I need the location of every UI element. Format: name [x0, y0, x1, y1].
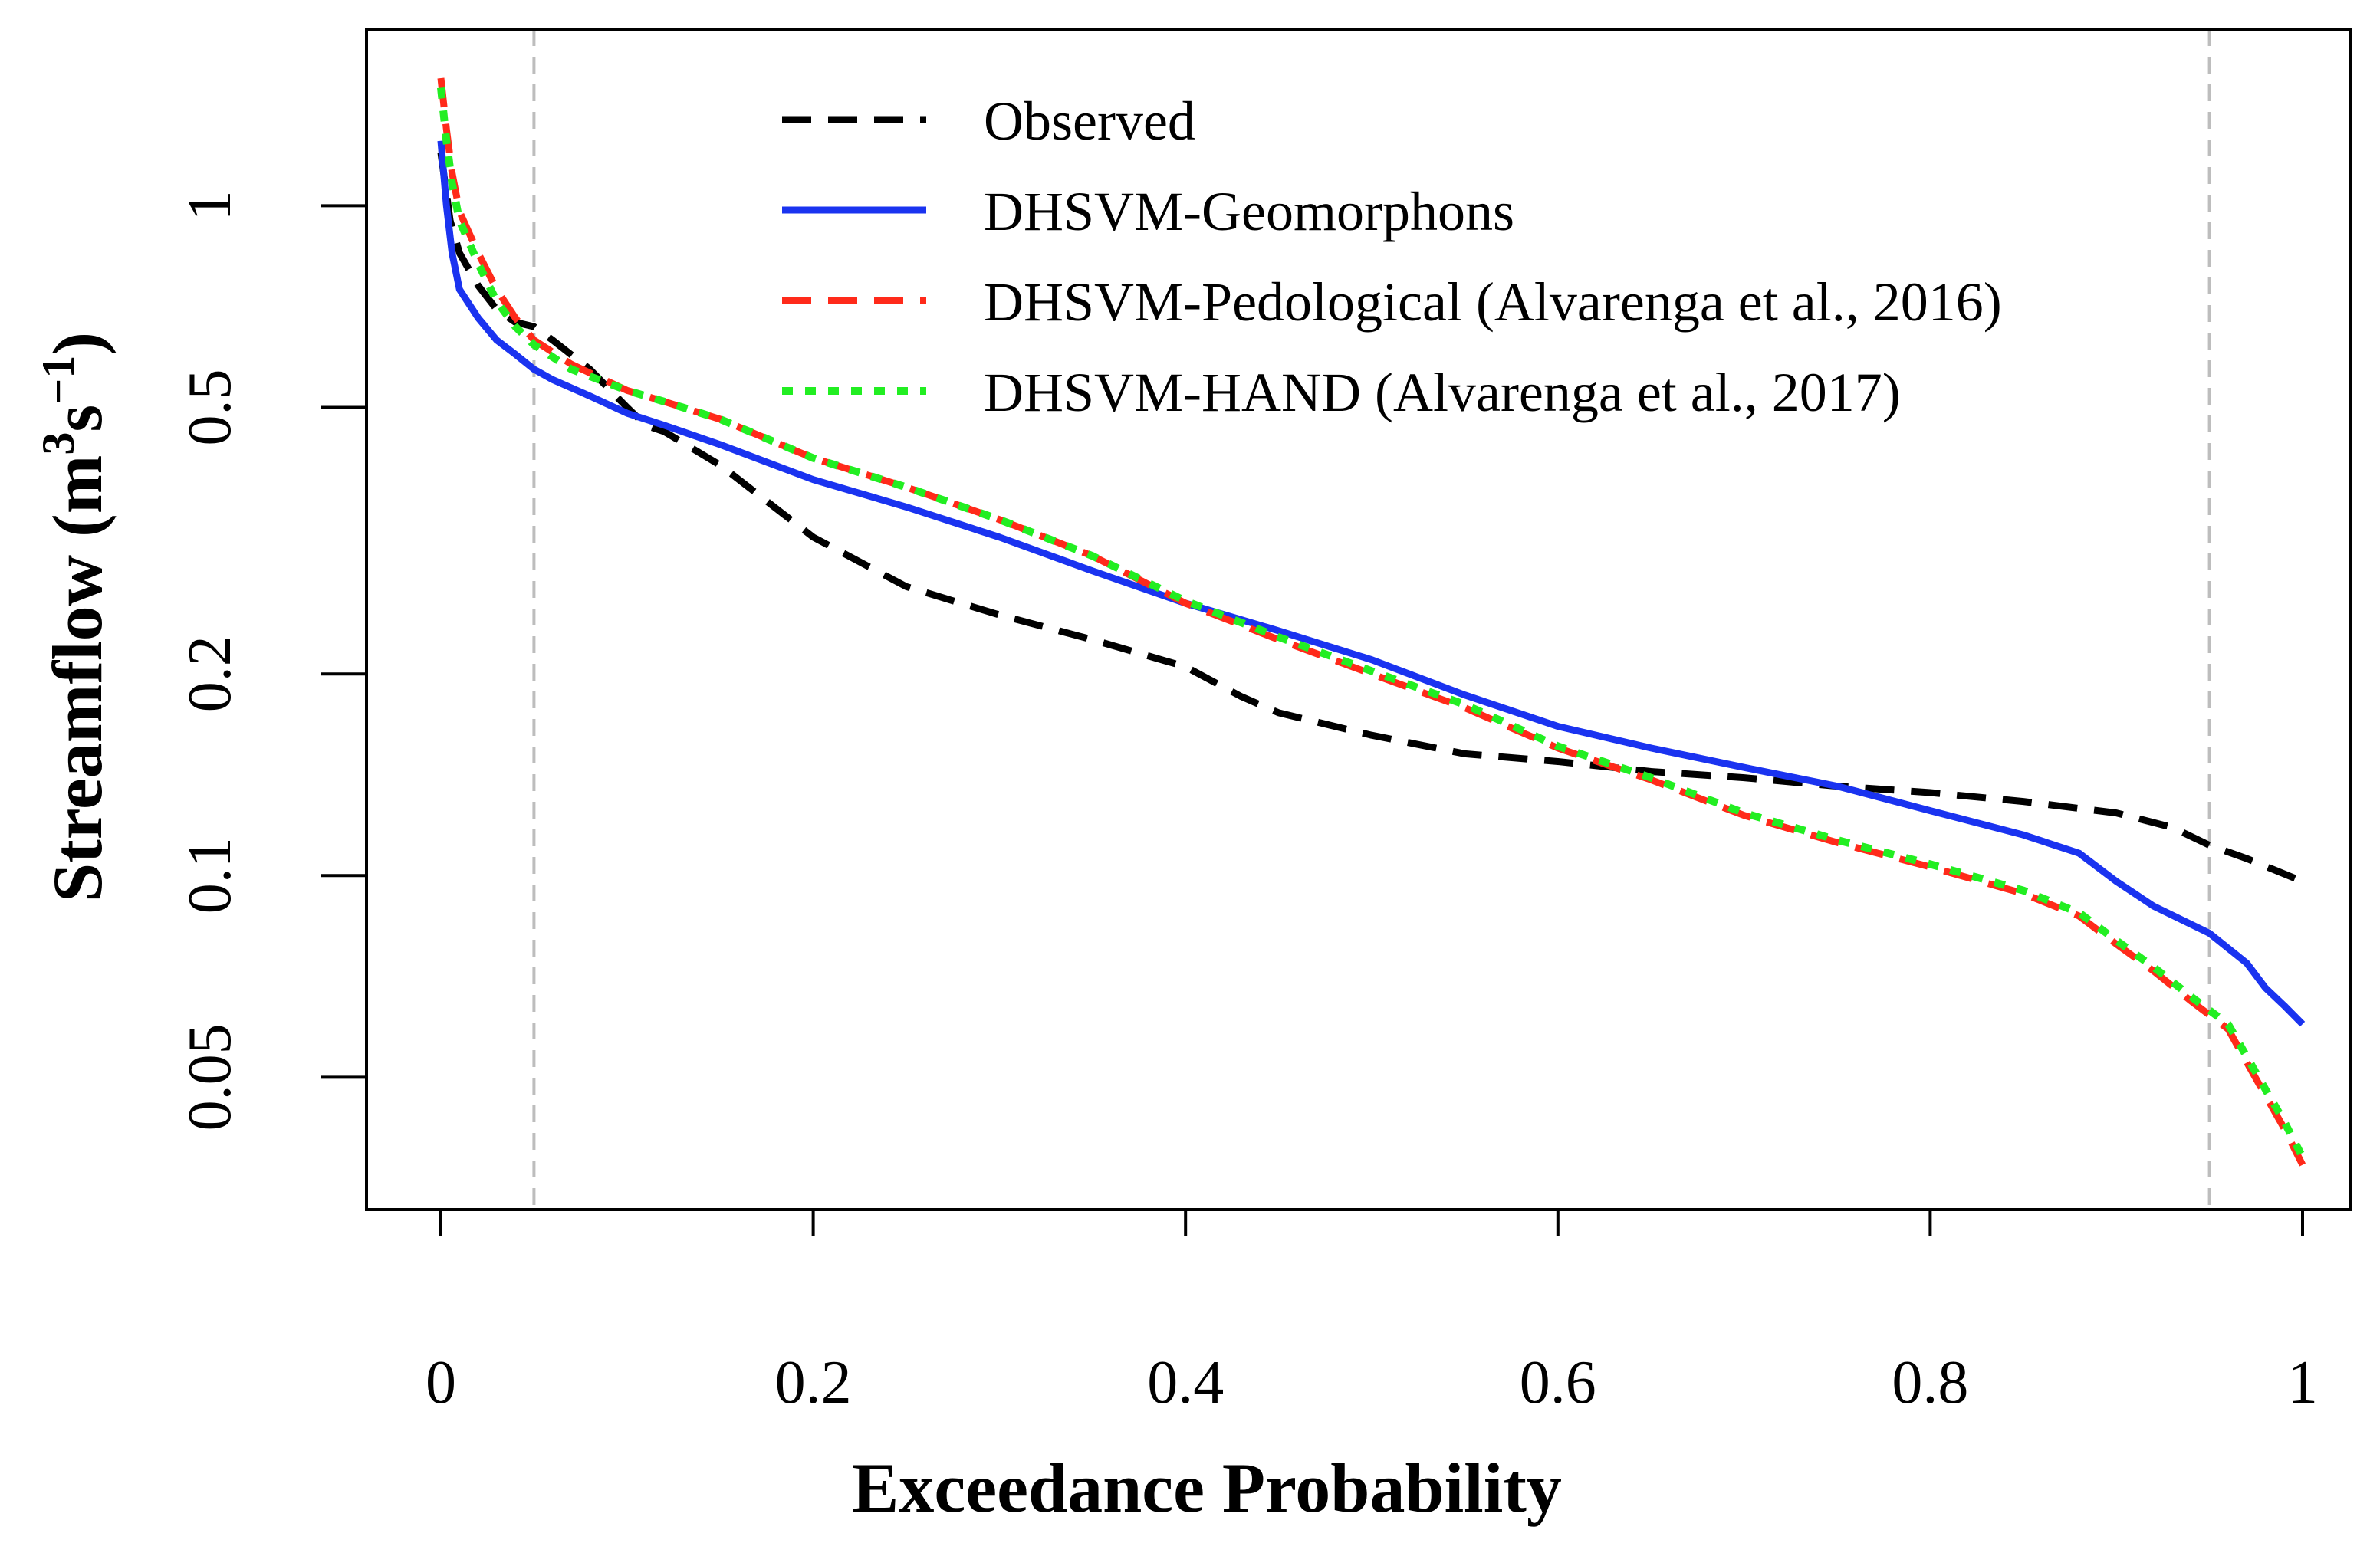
legend-label-2: DHSVM-Geomorphons [984, 181, 1514, 242]
y-tick-label: 0.05 [176, 1023, 244, 1131]
x-axis: 0 0.2 0.4 0.6 0.8 1 [426, 1208, 2318, 1417]
legend-label-3: DHSVM-Pedological (Alvarenga et al., 201… [984, 271, 2002, 333]
x-axis-title: Exceedance Probability [852, 1449, 1562, 1527]
series-layer [437, 77, 2306, 1167]
y-axis-title-sup2: −1 [33, 356, 84, 405]
y-tick-label: 1 [176, 190, 244, 221]
legend-label-4: DHSVM-HAND (Alvarenga et al., 2017) [984, 362, 1901, 423]
x-tick-label: 0 [426, 1349, 456, 1417]
reference-lines [532, 29, 2211, 1210]
series-line-4 [437, 87, 2306, 1159]
legend: Observed DHSVM-Geomorphons DHSVM-Pedologic… [782, 90, 2002, 423]
x-tick-label: 1 [2287, 1349, 2318, 1417]
legend-label-1: Observed [984, 90, 1195, 152]
y-axis-title: Streamflow (m3s−1) [33, 332, 117, 902]
y-axis-title-mid: s [38, 405, 117, 432]
x-tick-label: 0.4 [1147, 1349, 1224, 1417]
y-axis-title-sup1: 3 [33, 432, 84, 455]
series-line-1 [437, 152, 2304, 885]
x-tick-label: 0.2 [775, 1349, 852, 1417]
y-axis: 0.05 0.1 0.2 0.5 1 [176, 190, 367, 1131]
y-tick-label: 0.5 [176, 369, 244, 445]
y-tick-label: 0.1 [176, 837, 244, 914]
x-tick-label: 0.6 [1520, 1349, 1596, 1417]
y-axis-title-main: Streamflow (m [38, 455, 117, 902]
x-tick-label: 0.8 [1892, 1349, 1968, 1417]
y-tick-label: 0.2 [176, 635, 244, 712]
y-axis-title-end: ) [38, 332, 117, 356]
